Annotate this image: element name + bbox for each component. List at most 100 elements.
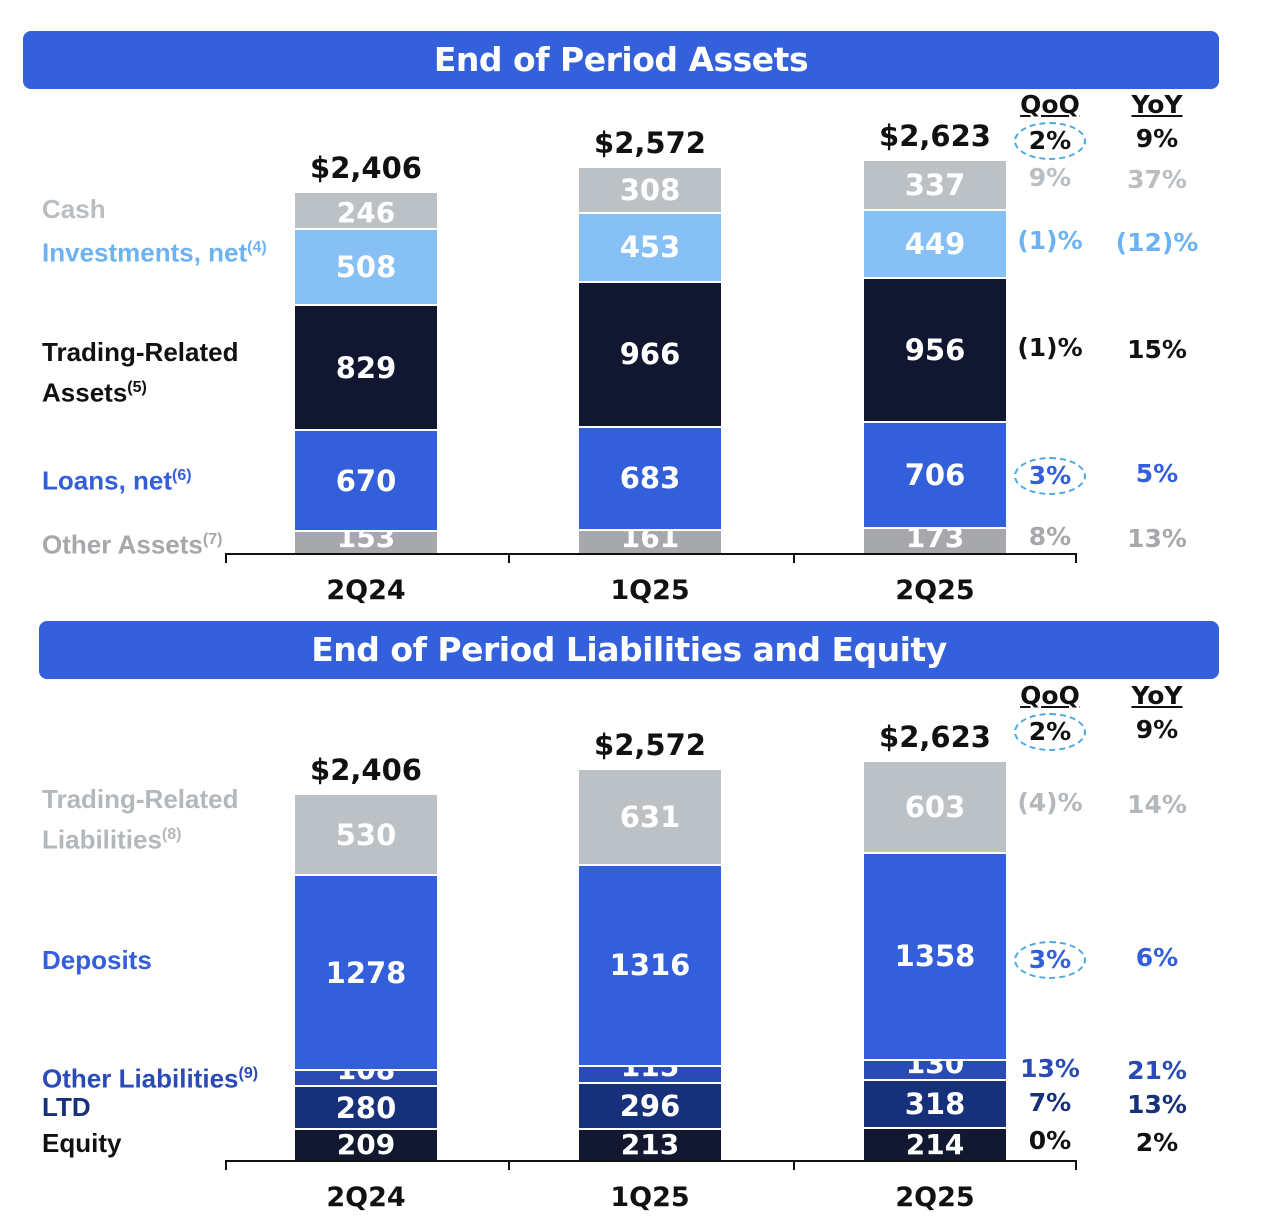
total-yoy: 9% — [1135, 124, 1179, 153]
bar-segment-trading-related-liabilities: 603 — [864, 759, 1006, 852]
footnote-marker: (8) — [161, 826, 182, 843]
axis-tick — [793, 553, 795, 563]
legend-text: Loans, net — [42, 465, 173, 496]
segment-value-label: 173 — [905, 520, 965, 554]
legend-label: Deposits — [42, 943, 295, 978]
segment-value-label: 209 — [336, 1127, 396, 1161]
yoy-change: 2% — [1135, 1128, 1179, 1157]
qoq-header: QoQ — [1020, 681, 1080, 710]
bar-segment-trading-related-assets: 829 — [295, 304, 437, 430]
legend-text: Trading-Related Assets — [42, 337, 239, 408]
qoq-change: 13% — [1020, 1054, 1080, 1083]
legend-text: Cash — [42, 194, 106, 224]
segment-value-label: 603 — [904, 789, 966, 824]
bar-segment-loans-net: 706 — [864, 420, 1006, 527]
bar-segment-loans-net: 683 — [579, 425, 721, 529]
legend-text: Other Liabilities — [42, 1063, 239, 1094]
bar-segment-other-assets: 161 — [579, 522, 721, 553]
category-label: 2Q24 — [326, 1182, 406, 1213]
legend-text: Deposits — [42, 945, 152, 975]
yoy-change: 13% — [1127, 1090, 1187, 1119]
segment-value-label: 213 — [620, 1127, 680, 1161]
bar-total-label: $2,406 — [310, 753, 422, 788]
segment-value-label: 530 — [335, 817, 397, 852]
segment-value-label: 683 — [619, 461, 681, 496]
segment-value-label: 631 — [619, 800, 681, 835]
qoq-change: 9% — [1028, 163, 1072, 192]
bar-segment-ltd: 296 — [579, 1082, 721, 1128]
qoq-change: (4)% — [1017, 788, 1083, 817]
bar-segment-investments-net: 508 — [295, 227, 437, 305]
axis-tick — [225, 553, 227, 563]
bar-segment-trading-related-assets: 956 — [864, 276, 1006, 421]
bar-segment-investments-net: 453 — [579, 212, 721, 281]
bar-segment-trading-related-liabilities: 631 — [579, 767, 721, 865]
legend-label: Cash — [42, 192, 295, 227]
x-axis — [225, 1160, 1077, 1162]
category-label: 2Q25 — [895, 575, 975, 606]
legend-text: Other Assets — [42, 529, 203, 560]
axis-tick — [1075, 1160, 1077, 1170]
axis-tick — [508, 553, 510, 563]
footnote-marker: (6) — [172, 467, 192, 484]
legend-label: LTD — [42, 1090, 295, 1125]
yoy-change: 14% — [1127, 790, 1187, 819]
legend-text: LTD — [42, 1092, 91, 1122]
legend-label: Investments, net(4) — [42, 230, 295, 271]
bar-segment-trading-related-liabilities: 530 — [295, 793, 437, 875]
bar-segment-cash: 308 — [579, 166, 721, 213]
qoq-change: 3% — [1014, 457, 1086, 495]
category-label: 2Q25 — [895, 1182, 975, 1213]
legend-label: Equity — [42, 1126, 295, 1161]
bar-segment-other-liabilities: 115 — [579, 1052, 721, 1083]
qoq-change: 8% — [1028, 522, 1072, 551]
bar-total-label: $2,406 — [310, 150, 422, 185]
footnote-marker: (9) — [238, 1065, 259, 1082]
total-qoq: 2% — [1014, 713, 1086, 751]
total-qoq: 2% — [1014, 122, 1086, 160]
segment-value-label: 449 — [904, 227, 966, 262]
assets-banner: End of Period Assets — [23, 31, 1219, 89]
bar-segment-equity: 209 — [295, 1128, 437, 1160]
qoq-change: 0% — [1028, 1126, 1072, 1155]
yoy-change: 13% — [1127, 524, 1187, 553]
legend-label: Other Liabilities(9) — [42, 1056, 295, 1097]
segment-value-label: 318 — [904, 1087, 966, 1122]
yoy-change: 37% — [1127, 165, 1187, 194]
qoq-change: (1)% — [1017, 333, 1083, 362]
bar-total-label: $2,623 — [879, 719, 991, 754]
yoy-header: YoY — [1131, 681, 1183, 710]
bar-segment-equity: 214 — [864, 1127, 1006, 1160]
legend-label: Trading-Related Liabilities(8) — [42, 782, 295, 858]
bar-segment-other-liabilities: 108 — [295, 1055, 437, 1086]
bar-segment-loans-net: 670 — [295, 429, 437, 530]
legend-text: Investments, net — [42, 237, 248, 268]
segment-value-label: 453 — [619, 230, 681, 265]
bar-segment-investments-net: 449 — [864, 209, 1006, 277]
segment-value-label: 956 — [904, 332, 966, 367]
qoq-change: 3% — [1014, 941, 1086, 979]
footnote-marker: (7) — [202, 531, 223, 548]
segment-value-label: 280 — [335, 1090, 397, 1125]
legend-text: Trading-Related Liabilities — [42, 784, 239, 855]
bar-segment-cash: 337 — [864, 158, 1006, 210]
segment-value-label: 214 — [905, 1127, 965, 1161]
yoy-change: (12)% — [1115, 228, 1199, 257]
bar-segment-other-assets: 173 — [864, 522, 1006, 553]
segment-value-label: 1278 — [325, 955, 407, 990]
segment-value-label: 670 — [335, 463, 397, 498]
footnote-marker: (4) — [247, 239, 267, 256]
segment-value-label: 308 — [619, 173, 681, 208]
bar-segment-deposits: 1278 — [295, 874, 437, 1069]
axis-tick — [793, 1160, 795, 1170]
axis-tick — [1075, 553, 1077, 563]
legend-label: Loans, net(6) — [42, 458, 295, 499]
liabilities-banner: End of Period Liabilities and Equity — [39, 621, 1219, 679]
yoy-change: 21% — [1127, 1056, 1187, 1085]
bar-segment-ltd: 280 — [295, 1085, 437, 1129]
legend-label: Trading-Related Assets(5) — [42, 335, 295, 411]
segment-value-label: 1316 — [609, 948, 691, 983]
bar-segment-deposits: 1358 — [864, 851, 1006, 1060]
qoq-change: 7% — [1028, 1088, 1072, 1117]
